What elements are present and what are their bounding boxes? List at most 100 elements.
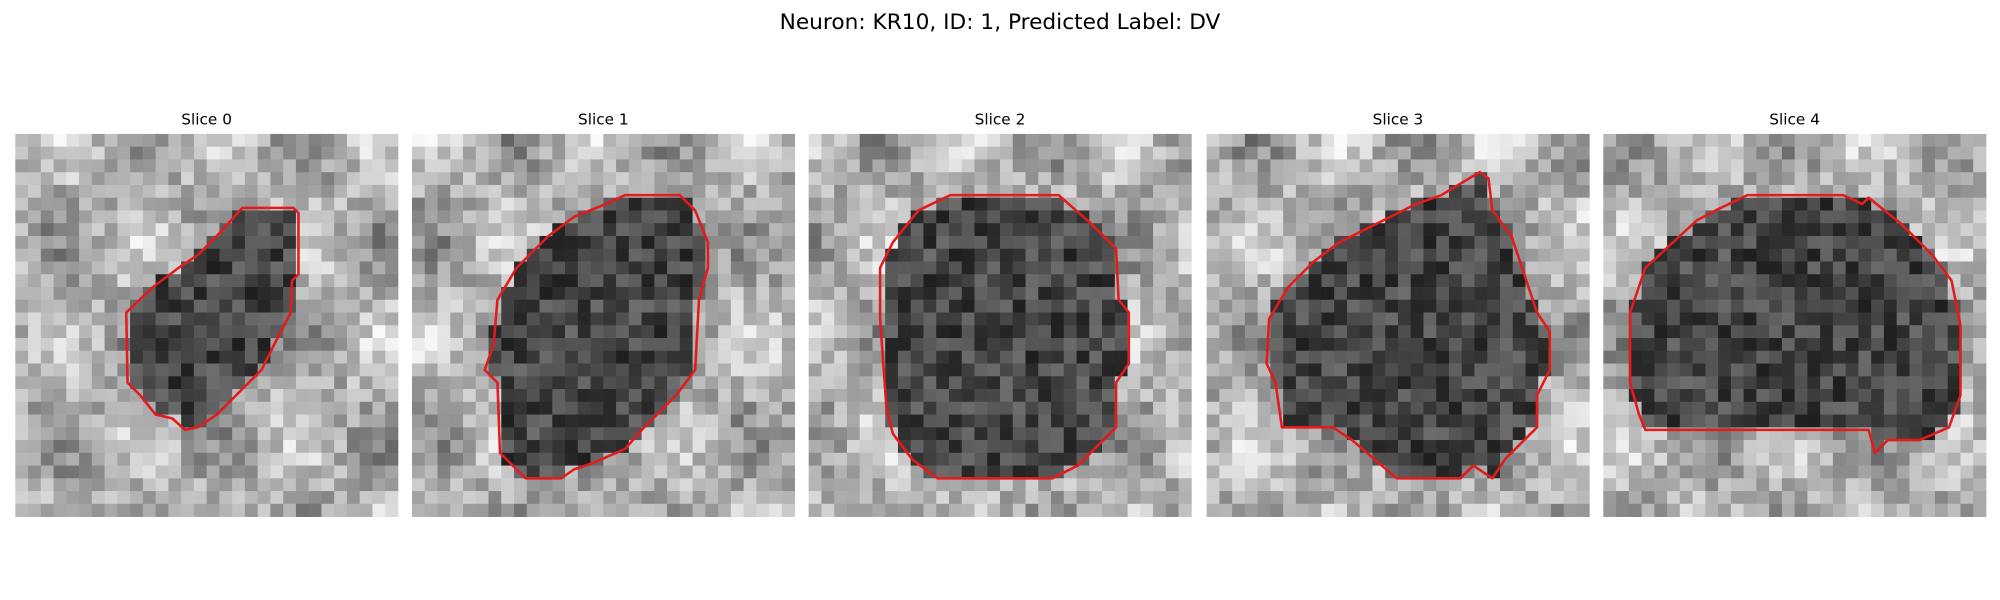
pixel (283, 414, 297, 428)
pixel (321, 465, 335, 479)
pixel (1960, 235, 1974, 250)
pixel (1628, 363, 1642, 377)
pixel (1883, 427, 1898, 441)
pixel (1934, 312, 1949, 326)
pixel (1153, 261, 1167, 275)
pixel (1628, 325, 1642, 339)
pixel (539, 338, 553, 352)
pixel (1538, 401, 1552, 415)
pixel (219, 465, 233, 479)
pixel (1500, 478, 1514, 492)
pixel (346, 261, 361, 275)
pixel (654, 146, 668, 160)
pixel (28, 338, 42, 352)
pixel (897, 465, 912, 479)
pixel (1960, 159, 1974, 173)
pixel (1679, 465, 1693, 479)
pixel (79, 197, 93, 211)
pixel (679, 491, 693, 505)
pixel (526, 299, 540, 313)
pixel (1012, 414, 1026, 428)
pixel (283, 427, 297, 441)
pixel (1551, 350, 1565, 364)
pixel (411, 146, 426, 160)
pixel (1883, 338, 1898, 352)
pixel (270, 452, 284, 466)
pixel (66, 325, 80, 339)
pixel (321, 389, 335, 403)
pixel (1858, 197, 1872, 211)
pixel (590, 338, 604, 352)
pixel (1692, 172, 1706, 186)
pixel (1487, 350, 1501, 364)
pixel (104, 299, 118, 313)
pixel (104, 274, 118, 288)
pixel (1692, 389, 1706, 403)
pixel (501, 197, 515, 211)
pixel (1063, 414, 1077, 428)
pixel (1551, 312, 1565, 326)
pixel (1334, 401, 1348, 415)
pixel (1820, 491, 1834, 505)
pixel (104, 389, 118, 403)
pixel (1616, 184, 1630, 199)
pixel (603, 389, 617, 403)
pixel (346, 133, 361, 148)
pixel (730, 274, 745, 288)
pixel (1845, 414, 1859, 428)
pixel (948, 503, 963, 517)
pixel (1756, 172, 1770, 186)
pixel (1308, 312, 1322, 326)
pixel (781, 286, 796, 301)
pixel (1308, 197, 1322, 211)
pixel (872, 325, 886, 339)
pixel (936, 338, 950, 352)
pixel (1896, 440, 1910, 454)
pixel (1089, 248, 1103, 262)
pixel (1551, 261, 1565, 275)
pixel (679, 261, 693, 275)
pixel (1616, 465, 1630, 479)
pixel (1730, 210, 1745, 224)
pixel (718, 491, 732, 505)
pixel (1512, 427, 1526, 441)
pixel (463, 223, 477, 237)
pixel (1127, 274, 1141, 288)
pixel (1244, 465, 1259, 479)
pixel (359, 312, 373, 326)
pixel (1334, 133, 1348, 148)
pixel (1654, 146, 1668, 160)
pixel (1525, 389, 1539, 403)
pixel (501, 325, 515, 339)
pixel (359, 350, 373, 364)
pixel (1283, 274, 1297, 288)
pixel (1500, 235, 1514, 250)
pixel (1165, 452, 1179, 466)
pixel (411, 286, 426, 301)
pixel (1012, 389, 1026, 403)
pixel (730, 172, 745, 186)
pixel (885, 465, 899, 479)
pixel (1934, 338, 1949, 352)
pixel (974, 274, 988, 288)
pixel (1334, 465, 1348, 479)
pixel (1295, 286, 1310, 301)
pixel (1718, 465, 1732, 479)
pixel (104, 286, 118, 301)
pixel (1012, 248, 1026, 262)
pixel (1140, 312, 1154, 326)
pixel (1372, 299, 1386, 313)
pixel (1883, 363, 1898, 377)
pixel (679, 427, 693, 441)
pixel (1038, 376, 1052, 390)
pixel (437, 465, 451, 479)
pixel (1896, 503, 1910, 517)
pixel (1334, 350, 1348, 364)
pixel (859, 274, 873, 288)
pixel (295, 491, 310, 505)
pixel (270, 389, 284, 403)
pixel (1616, 350, 1630, 364)
pixel (1051, 248, 1065, 262)
pixel (1922, 223, 1936, 237)
pixel (641, 503, 655, 517)
